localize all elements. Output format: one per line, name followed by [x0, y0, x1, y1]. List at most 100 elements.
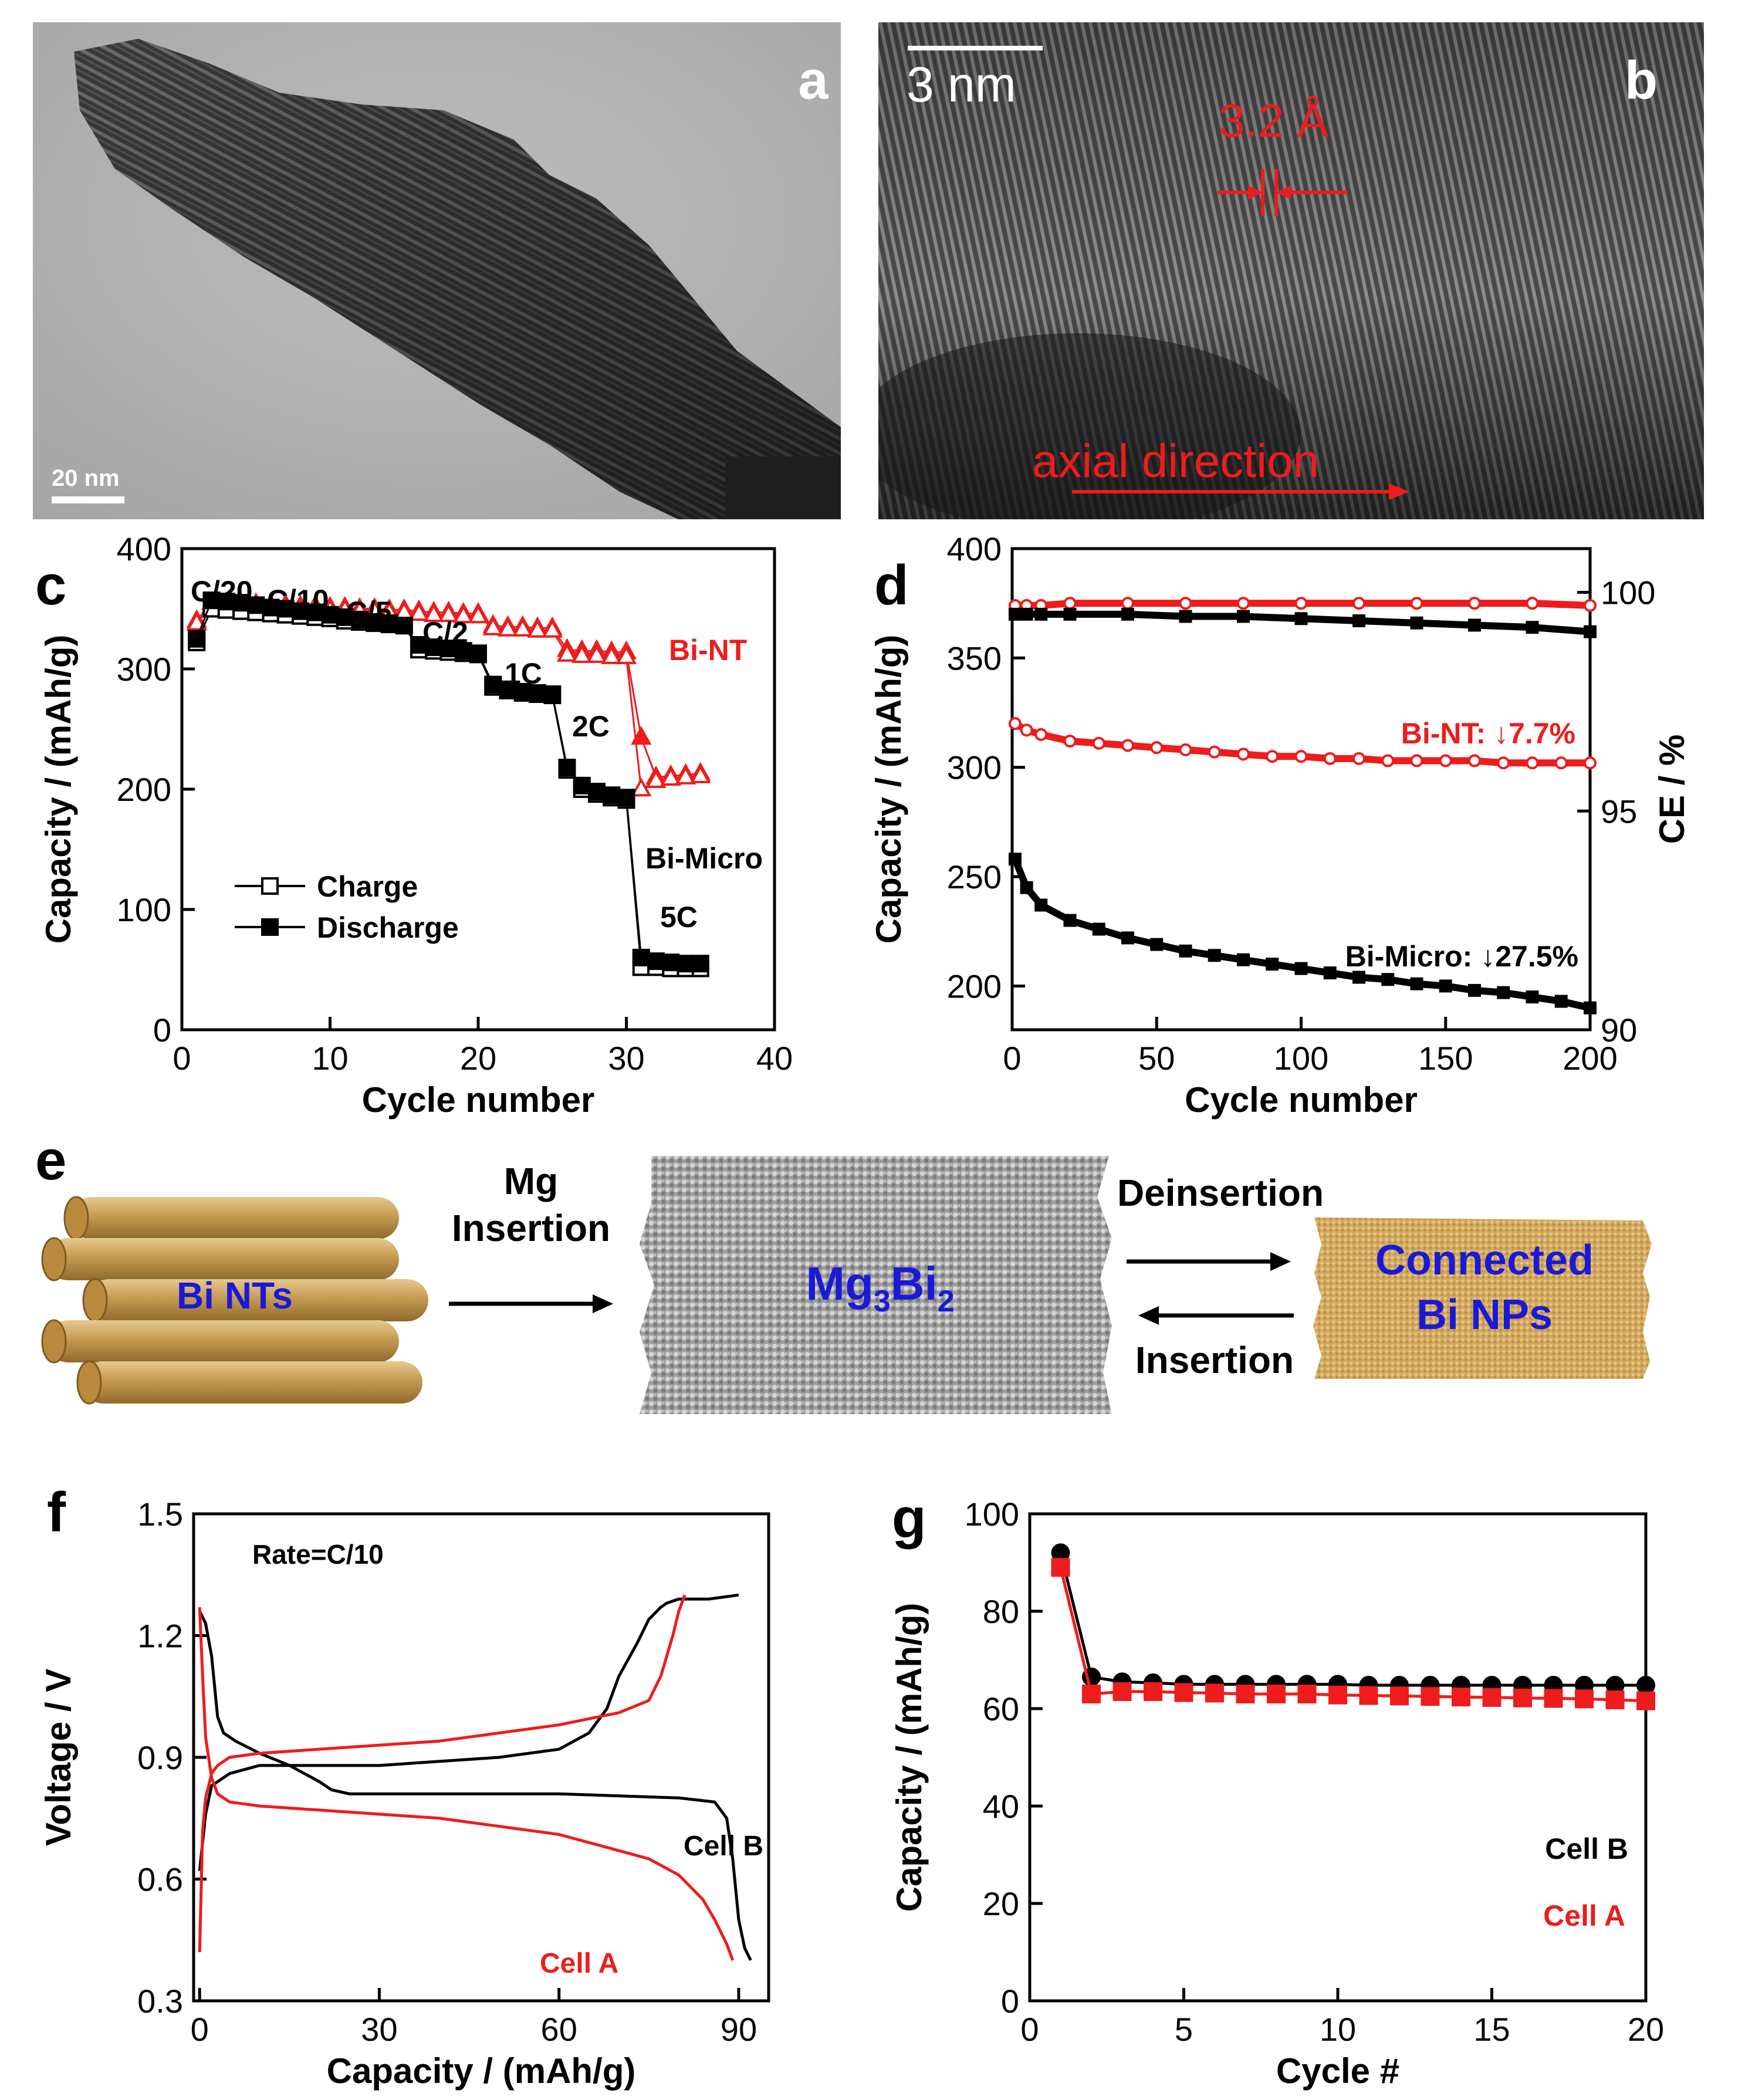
data-point-d — [1266, 958, 1279, 971]
x-tick-label-d: 150 — [1418, 1040, 1473, 1077]
data-point-d — [1008, 717, 1022, 731]
data-point-g — [1328, 1685, 1347, 1705]
data-point-c — [601, 645, 622, 664]
data-point-c — [660, 766, 681, 786]
scale-bar-a — [52, 496, 124, 503]
data-point-c — [395, 617, 413, 635]
data-point-d — [1439, 754, 1452, 767]
panel-letter-c: c — [35, 554, 66, 617]
panel-b-letter: b — [1625, 50, 1658, 110]
y-tick-label-d: 200 — [947, 968, 1002, 1005]
y-tick-label-f: 1.2 — [137, 1618, 183, 1655]
data-point-c — [453, 604, 474, 624]
data-point-c — [484, 675, 502, 694]
insertion-label: Insertion — [1135, 1339, 1294, 1381]
voltage-curve-f-3 — [198, 1594, 686, 1953]
y-tick-label-c: 400 — [117, 530, 171, 567]
y-axis-label-g: Capacity / (mAh/g) — [890, 1603, 929, 1912]
y-tick-label-g: 100 — [965, 1496, 1019, 1533]
y-tick-label-d: 250 — [947, 858, 1002, 895]
x-tick-label-c: 20 — [460, 1040, 496, 1077]
data-point-d — [1008, 853, 1022, 866]
x-axis-label-f: Capacity / (mAh/g) — [327, 2051, 636, 2091]
annotation-c: 5C — [660, 901, 698, 934]
legend-label-c: Discharge — [317, 911, 459, 944]
data-point-d — [1497, 986, 1510, 999]
annotation-g-cellb: Cell B — [1545, 1832, 1628, 1865]
data-point-c — [632, 949, 650, 966]
x-tick-label-d: 200 — [1563, 1040, 1617, 1077]
data-point-c — [571, 644, 593, 663]
y-tick-label-f: 0.3 — [137, 1983, 183, 2020]
data-point-d — [1468, 983, 1481, 997]
y-tick-label-g: 60 — [983, 1690, 1019, 1727]
data-point-d — [1294, 612, 1308, 625]
y2-tick-label-d: 95 — [1601, 793, 1637, 830]
data-point-c — [677, 955, 695, 973]
data-point-c — [410, 636, 428, 654]
connected-label-line2: Bi NPs — [1416, 1291, 1553, 1338]
x-axis-label-d: Cycle number — [1185, 1080, 1418, 1120]
data-point-c — [543, 685, 562, 704]
y-tick-label-d: 350 — [947, 640, 1002, 677]
panel-letter-d: d — [874, 554, 909, 617]
data-point-g — [1452, 1688, 1470, 1707]
data-point-d — [1381, 754, 1395, 767]
y-tick-label-g: 80 — [983, 1593, 1019, 1630]
data-point-g — [1144, 1682, 1162, 1701]
data-point-g — [1359, 1686, 1378, 1705]
y-tick-label-f: 0.6 — [137, 1861, 183, 1898]
data-point-d — [1410, 977, 1423, 990]
data-point-d — [1526, 621, 1539, 634]
reinsertion-arrow — [1138, 1306, 1294, 1325]
series-band-d-0 — [1013, 720, 1590, 767]
data-point-d — [1439, 979, 1452, 993]
data-point-c — [588, 783, 606, 801]
data-point-d — [1352, 597, 1365, 610]
data-point-d — [1063, 607, 1077, 621]
data-point-d — [1294, 750, 1308, 763]
data-point-d — [1526, 756, 1539, 770]
data-point-d — [1266, 750, 1279, 763]
data-point-d — [1584, 1001, 1597, 1015]
data-point-d — [1237, 748, 1250, 761]
y-axis-label-c: Capacity / (mAh/g) — [39, 635, 78, 944]
data-point-d — [1554, 995, 1568, 1008]
data-point-d — [1294, 962, 1308, 975]
y-tick-label-c: 300 — [117, 651, 171, 688]
data-point-g — [1605, 1690, 1625, 1710]
data-point-d — [1410, 597, 1423, 610]
chart-d: 0 50 100 150 200 200 250 300 350 400 Cycle number C… — [869, 530, 1692, 1120]
data-point-d — [1034, 607, 1048, 621]
x-tick-label-g: 10 — [1320, 2011, 1356, 2048]
annotation-d-bint: Bi-NT: ↓7.7% — [1401, 717, 1575, 750]
annotation-c: C/5 — [346, 596, 392, 628]
data-point-d — [1323, 752, 1337, 765]
panel-letter-g: g — [892, 1487, 926, 1550]
data-point-d — [1294, 597, 1308, 610]
data-point-g — [1297, 1685, 1317, 1704]
data-point-c — [662, 953, 680, 972]
y-tick-label-d: 300 — [947, 749, 1002, 786]
data-point-g — [1636, 1691, 1655, 1710]
data-point-d — [1381, 973, 1395, 986]
data-point-d — [1584, 625, 1597, 638]
data-point-d — [1526, 597, 1539, 610]
annotation-c: Bi-NT — [669, 634, 747, 667]
legend-marker-c — [261, 918, 279, 936]
bi-nanotubes-illustration — [41, 1196, 428, 1405]
data-point-d — [1208, 949, 1221, 962]
data-point-g — [1174, 1683, 1193, 1702]
data-point-d — [1034, 728, 1048, 741]
x-axis-label-c: Cycle number — [362, 1080, 595, 1120]
deinsertion-arrow — [1127, 1252, 1291, 1271]
series-line-g-0 — [1059, 1552, 1646, 1687]
data-point-d — [1237, 953, 1250, 966]
tem-image-a: a 20 nm — [33, 22, 841, 519]
voltage-curve-f-1 — [198, 1593, 739, 1871]
data-point-d — [1208, 745, 1221, 759]
data-point-d — [1121, 931, 1134, 945]
data-point-d — [1352, 752, 1365, 765]
voltage-curve-f-2 — [198, 1607, 735, 1961]
connected-label-line1: Connected — [1375, 1237, 1594, 1284]
